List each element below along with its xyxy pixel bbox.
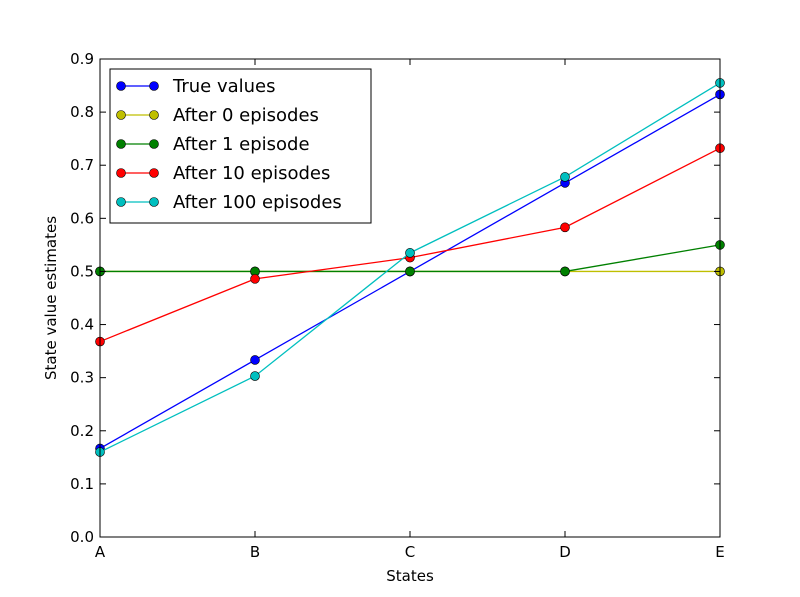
y-tick-label: 0.1: [70, 475, 94, 493]
y-axis-title: State value estimates: [42, 216, 60, 380]
x-tick-label: B: [250, 543, 260, 561]
data-point: [560, 266, 570, 277]
legend-label: After 0 episodes: [173, 105, 319, 126]
y-tick-label: 0.7: [70, 156, 94, 174]
x-axis: A B C D E: [95, 59, 725, 561]
x-tick-label: C: [405, 543, 415, 561]
legend-marker: [149, 110, 159, 120]
data-point: [560, 222, 570, 233]
legend-entry: True values: [116, 76, 276, 97]
legend: True values After 0 episodes After 1 episo…: [109, 68, 372, 224]
legend-marker: [116, 139, 126, 149]
legend-label: True values: [172, 76, 276, 97]
y-tick-label: 0.8: [70, 103, 94, 121]
legend-marker: [149, 168, 159, 178]
data-point: [250, 371, 260, 381]
plot-area: [95, 78, 725, 457]
legend-label: After 10 episodes: [173, 163, 330, 184]
data-point: [250, 274, 260, 284]
x-tick-label: A: [95, 543, 106, 561]
legend-entry: After 0 episodes: [116, 105, 319, 126]
legend-marker: [149, 81, 159, 91]
legend-entry: After 10 episodes: [116, 163, 330, 184]
y-tick-label: 0.4: [70, 316, 94, 334]
legend-marker: [116, 81, 126, 91]
x-tick-label: D: [559, 543, 571, 561]
legend-entry: After 100 episodes: [116, 192, 342, 213]
legend-marker: [116, 110, 126, 120]
data-point: [405, 248, 415, 258]
y-tick-label: 0.0: [70, 528, 94, 546]
legend-marker: [116, 168, 126, 178]
y-tick-label: 0.6: [70, 209, 94, 227]
y-tick-label: 0.9: [70, 50, 94, 68]
y-axis: 0.0 0.1 0.2 0.3 0.4 0.5 0.6 0.7 0.8 0.9: [70, 50, 720, 546]
x-tick-label: E: [715, 543, 724, 561]
x-axis-title: States: [386, 567, 434, 585]
legend-label: After 1 episode: [173, 134, 310, 155]
legend-marker: [149, 139, 159, 149]
data-point: [560, 172, 570, 182]
legend-entry: After 1 episode: [116, 134, 310, 155]
y-tick-label: 0.5: [70, 262, 94, 280]
legend-label: After 100 episodes: [173, 192, 342, 213]
y-tick-label: 0.3: [70, 369, 94, 387]
y-tick-label: 0.2: [70, 422, 94, 440]
legend-marker: [149, 197, 159, 207]
data-point: [250, 355, 260, 365]
data-point: [405, 266, 415, 277]
legend-marker: [116, 197, 126, 207]
